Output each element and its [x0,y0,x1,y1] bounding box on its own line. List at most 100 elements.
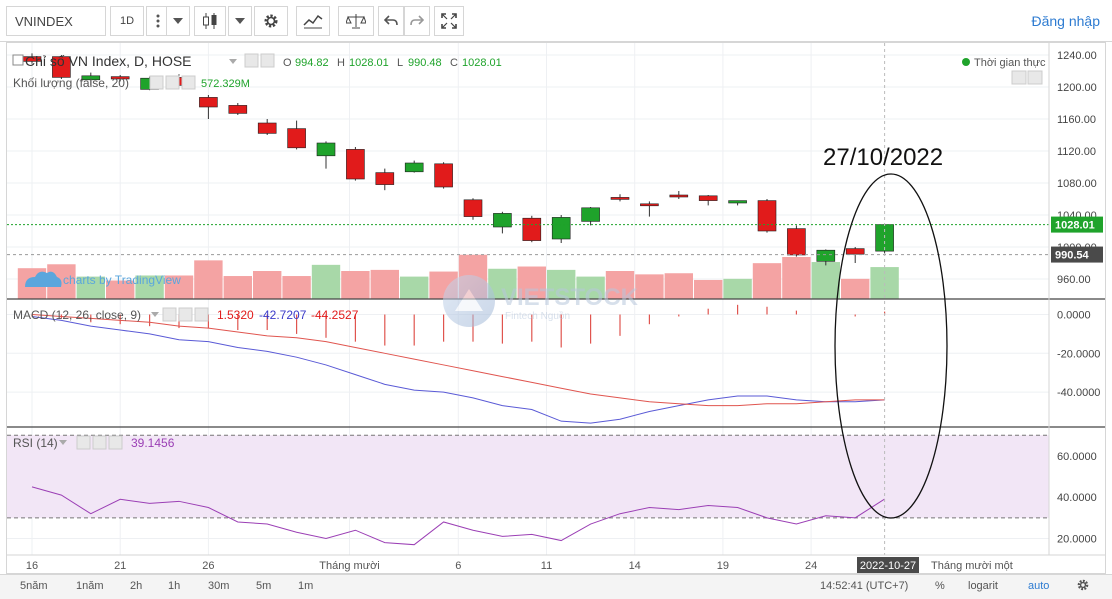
volume-bar[interactable] [311,264,341,299]
redo-icon[interactable] [404,6,430,36]
fullscreen-icon[interactable] [434,6,464,36]
rsi-settings-icon[interactable] [92,435,107,450]
rsi-line[interactable] [31,486,885,546]
candle-body[interactable] [52,56,71,78]
scale-down-icon[interactable] [1011,70,1027,85]
candle-body[interactable] [610,197,630,200]
compare-scale-icon[interactable] [338,6,374,36]
symbol-search-input[interactable]: VNINDEX [6,6,106,36]
volume-bar[interactable] [76,276,105,299]
candle-body[interactable] [816,249,836,262]
indicators-icon[interactable] [296,6,330,36]
candle-body[interactable] [669,194,689,198]
range-5y[interactable]: 5năm [20,580,48,592]
candle-body[interactable] [787,228,806,256]
x-tick-label: 6 [455,560,461,572]
candle-body[interactable] [375,172,395,185]
interval-button[interactable]: 1D [110,6,144,36]
candle-body[interactable] [346,149,365,180]
volume-eye-icon[interactable] [149,75,164,90]
volume-bar[interactable] [752,263,782,299]
candle-body[interactable] [434,163,453,188]
volume-bar[interactable] [811,262,840,299]
eye-icon[interactable] [244,53,259,68]
volume-bar[interactable] [164,275,194,299]
settings-icon[interactable] [260,53,275,68]
annotation-ellipse[interactable] [834,173,948,519]
rsi-close-icon[interactable] [108,435,123,450]
range-30m[interactable]: 30m [208,580,230,592]
volume-bar[interactable] [723,278,752,299]
rsi-menu-icon[interactable] [59,440,67,445]
candle-body[interactable] [640,203,659,207]
volume-bar[interactable] [517,266,546,299]
undo-icon[interactable] [378,6,404,36]
macd-menu-icon[interactable] [151,312,159,317]
login-link[interactable]: Đăng nhập [1031,13,1100,29]
chart-style-dropdown-icon[interactable] [228,6,252,36]
volume-bar[interactable] [782,257,811,299]
candle-body[interactable] [257,122,277,134]
rsi-band [7,435,1049,518]
volume-bar[interactable] [282,276,311,299]
volume-bar[interactable] [576,276,605,299]
candle-body[interactable] [522,217,542,241]
volume-bar[interactable] [341,271,370,299]
realtime-label: Thời gian thực [974,57,1046,69]
macd-eye-icon[interactable] [162,307,177,322]
candle-body[interactable] [581,207,600,222]
macd-close-icon[interactable] [194,307,209,322]
log-toggle[interactable]: logarit [968,580,998,592]
chart-settings-gear-icon[interactable] [1076,578,1090,595]
candle-body[interactable] [110,76,130,80]
volume-bar[interactable] [253,271,282,299]
candles-style-icon[interactable] [194,6,226,36]
volume-bar[interactable] [605,271,635,299]
settings-gear-icon[interactable] [254,6,288,36]
volume-bar[interactable] [841,278,870,299]
volume-bar[interactable] [135,275,164,299]
range-1h[interactable]: 1h [168,580,181,592]
macd-signal-line[interactable] [31,314,885,407]
series-menu-icon[interactable] [229,59,237,64]
auto-toggle[interactable]: auto [1028,580,1050,592]
volume-bar[interactable] [664,273,693,299]
volume-bar[interactable] [547,269,576,299]
range-5m[interactable]: 5m [256,580,272,592]
macd-settings-icon[interactable] [178,307,193,322]
percent-toggle[interactable]: % [935,580,945,592]
candle-body[interactable] [728,200,747,204]
candle-body[interactable] [698,195,718,201]
candle-body[interactable] [199,97,218,108]
range-2h[interactable]: 2h [130,580,143,592]
volume-bar[interactable] [106,280,135,299]
volume-bar[interactable] [194,260,223,299]
range-1y[interactable]: 1năm [76,580,104,592]
candle-body[interactable] [316,142,336,157]
candle-body[interactable] [551,217,571,240]
volume-settings-icon[interactable] [165,75,180,90]
volume-bar[interactable] [694,279,723,299]
candle-body[interactable] [463,199,483,217]
volume-bar[interactable] [635,274,664,299]
range-1m[interactable]: 1m [298,580,314,592]
scale-up-icon[interactable] [1027,70,1043,85]
volume-bar[interactable] [400,276,429,299]
tradingview-badge[interactable]: charts by TradingView [25,271,181,287]
candle-body[interactable] [845,248,865,255]
rsi-tick-label: 60.0000 [1057,451,1097,463]
volume-bar[interactable] [370,269,399,299]
candle-body[interactable] [287,128,306,149]
rsi-eye-icon[interactable] [76,435,91,450]
macd-line[interactable] [31,315,885,424]
candle-body[interactable] [228,105,248,114]
candle-body[interactable] [493,213,512,228]
candle-body[interactable] [757,200,777,232]
interval-dropdown-icon[interactable] [166,6,190,36]
volume-close-icon[interactable] [181,75,196,90]
candle-body[interactable] [404,162,424,173]
volume-bar[interactable] [223,276,252,299]
candle-body[interactable] [81,75,101,81]
